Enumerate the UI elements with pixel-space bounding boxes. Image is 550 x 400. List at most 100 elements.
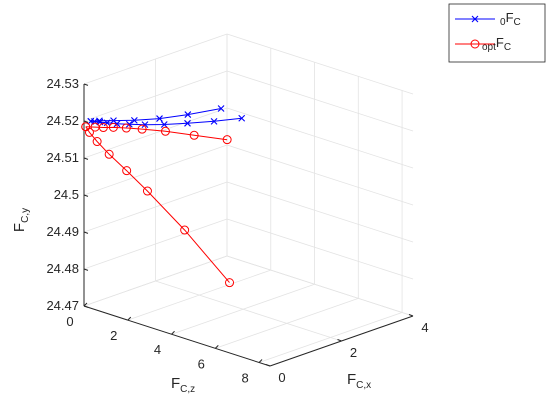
y-tick-mark (83, 194, 89, 197)
z-tick-mark (127, 316, 132, 321)
z-axis-label: FC,z (171, 375, 195, 395)
data-point-marker (142, 186, 152, 196)
grid-line (215, 297, 359, 349)
z-tick-label: 8 (241, 370, 248, 385)
data-point-marker (160, 121, 168, 128)
x-axis-label: FC,x (347, 371, 371, 391)
data-point-marker (156, 115, 163, 122)
grid-line (226, 33, 414, 95)
z-tick-label: 6 (198, 356, 205, 371)
y-tick-label: 24.49 (46, 224, 79, 239)
data-point-marker (210, 117, 218, 125)
x-tick-mark (337, 339, 342, 342)
y-tick-mark (83, 268, 89, 271)
legend-box (448, 3, 546, 63)
legend-label-0-sub: 0 (500, 17, 506, 28)
x-tick-label: 4 (421, 320, 428, 335)
chart-axes (83, 84, 414, 367)
grid-line (226, 255, 414, 317)
grid-line (83, 255, 228, 307)
y-tick-label: 24.48 (46, 261, 79, 276)
data-point-marker (125, 120, 133, 128)
data-point-marker (104, 149, 114, 159)
grid-line (226, 70, 414, 132)
data-point-marker (110, 117, 117, 125)
y-tick-mark (83, 231, 89, 234)
x-tick-label: 0 (278, 370, 285, 385)
grid-line (171, 283, 315, 335)
data-point-marker (130, 116, 138, 124)
data-point-marker (225, 278, 235, 288)
data-point-marker (84, 127, 94, 137)
z-tick-label: 2 (110, 328, 117, 343)
y-tick-label: 24.52 (46, 113, 79, 128)
data-point-marker (180, 225, 190, 235)
data-point-marker (96, 117, 103, 125)
chart-ticks: 24.47 24.48 24.49 24.5 24.51 24.52 24.53 0 2 4 6 8 0… (46, 76, 428, 385)
legend: 0FC optFC (448, 3, 546, 63)
legend-label-0-sub2: C (514, 17, 521, 28)
grid-line (155, 280, 342, 342)
legend-label-0: 0FC (500, 10, 521, 28)
data-point-marker (217, 105, 225, 112)
legend-marker-0 (471, 15, 479, 23)
z-axis-label-main: F (171, 375, 180, 392)
data-point-marker (122, 166, 132, 176)
z-tick-mark (171, 330, 175, 335)
legend-label-1: optFC (482, 35, 511, 53)
x-tick-mark (265, 364, 271, 367)
series-1-line-0 (85, 126, 228, 141)
z-tick-mark (83, 302, 88, 307)
chart-grid (83, 33, 414, 367)
y-tick-mark (83, 305, 89, 308)
grid-line (226, 144, 414, 206)
y-tick-mark (83, 83, 89, 86)
data-point-marker (238, 114, 246, 122)
y-axis-label-main: F (11, 223, 28, 232)
data-point-marker (141, 121, 149, 129)
y-axis-label-sub: C,y (20, 208, 31, 223)
z-tick-label: 0 (66, 314, 73, 329)
z-axis-label-sub: C,z (180, 384, 195, 395)
data-point-marker (160, 126, 170, 136)
grid-line (226, 181, 414, 243)
data-point-marker (222, 135, 232, 145)
y-tick-mark (83, 157, 89, 160)
x-axis-label-main: F (347, 371, 356, 388)
x-tick-label: 2 (350, 345, 357, 360)
y-tick-label: 24.5 (54, 187, 79, 202)
z-tick-mark (258, 359, 263, 363)
y-tick-mark (83, 120, 89, 123)
legend-label-1-main: F (496, 35, 504, 50)
data-point-marker (137, 124, 147, 134)
data-point-marker (121, 123, 131, 133)
y-tick-label: 24.53 (46, 76, 79, 91)
grid-line (226, 107, 414, 169)
data-point-marker (108, 122, 118, 132)
data-point-marker (189, 130, 199, 140)
legend-label-0-main: F (506, 10, 514, 25)
legend-label-1-sub2: C (504, 42, 511, 53)
series-1-line-1 (85, 126, 230, 283)
y-tick-label: 24.51 (46, 150, 79, 165)
grid-line (258, 312, 403, 363)
z-tick-mark (214, 344, 219, 349)
legend-label-1-sub: opt (482, 42, 496, 53)
data-point-marker (98, 123, 108, 133)
series-1 (81, 122, 235, 288)
x-axis-label-sub: C,x (356, 380, 371, 391)
y-tick-label: 24.47 (46, 298, 79, 313)
series-0-line-1 (90, 108, 222, 122)
data-point-marker (184, 111, 192, 118)
chart-series (81, 105, 246, 288)
legend-marker-1 (470, 39, 480, 49)
data-point-marker (92, 137, 102, 147)
z-tick-label: 4 (154, 342, 161, 357)
grid-line (127, 269, 271, 321)
z-axis-line (83, 305, 271, 367)
data-point-marker (184, 119, 191, 127)
y-axis-label: FC,y (11, 208, 31, 232)
grid-line (226, 218, 414, 280)
x-tick-mark (408, 314, 414, 317)
